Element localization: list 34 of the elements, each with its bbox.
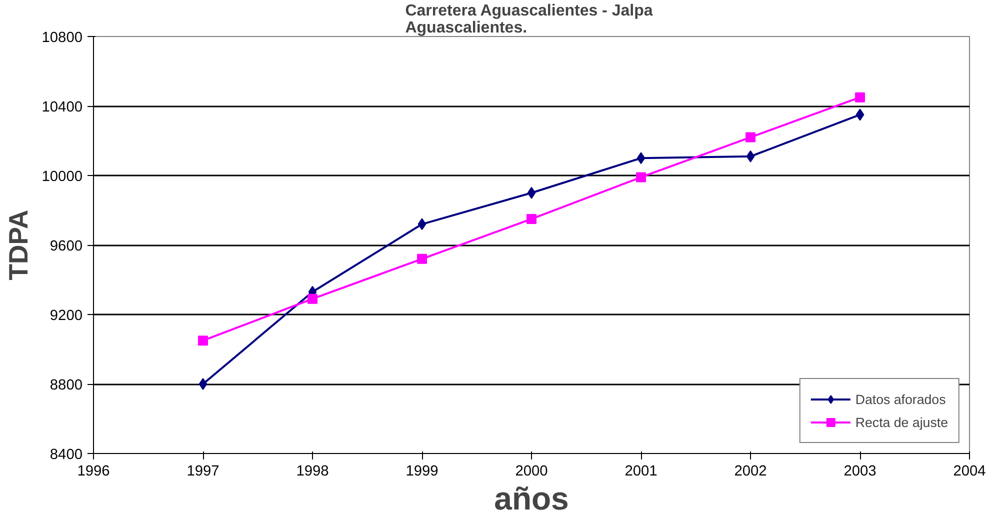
point: [198, 378, 208, 390]
y-tick-label: 10000: [42, 169, 83, 185]
point: [856, 108, 864, 121]
y-tick-label: 9600: [50, 238, 83, 254]
point: [418, 218, 426, 230]
y-tick-label: 10400: [42, 100, 83, 116]
point: [527, 186, 536, 199]
point: [198, 336, 208, 346]
y-tick-label: 8800: [50, 378, 83, 394]
x-tick-label: 2002: [734, 464, 767, 480]
x-axis-title: años: [494, 480, 569, 516]
x-tick-label: 2004: [953, 464, 986, 480]
point: [526, 214, 536, 224]
legend-label: Recta de ajuste: [855, 414, 948, 430]
y-tick-label: 9200: [50, 308, 83, 324]
chart-title: Carretera Aguascalientes - Jalpa Aguascalientes.: [405, 2, 653, 36]
point: [746, 150, 755, 162]
y-tick-label: 8400: [50, 447, 83, 463]
point: [746, 132, 756, 142]
point: [636, 172, 646, 182]
point: [308, 294, 318, 304]
legend-label: Datos aforados: [855, 392, 946, 406]
x-tick-label: 2001: [624, 464, 658, 480]
y-tick-label: 10800: [42, 30, 83, 46]
x-tick-label: 1996: [77, 464, 110, 480]
x-tick-label: 1997: [186, 464, 220, 480]
x-tick-label: 1999: [406, 464, 438, 480]
y-axis-title: TDPA: [4, 210, 34, 280]
x-tick-label: 2003: [844, 464, 876, 480]
x-tick-label: 1998: [296, 464, 329, 480]
x-tick-label: 2000: [515, 464, 548, 480]
point: [417, 254, 427, 264]
point: [855, 92, 865, 102]
point: [636, 152, 646, 164]
